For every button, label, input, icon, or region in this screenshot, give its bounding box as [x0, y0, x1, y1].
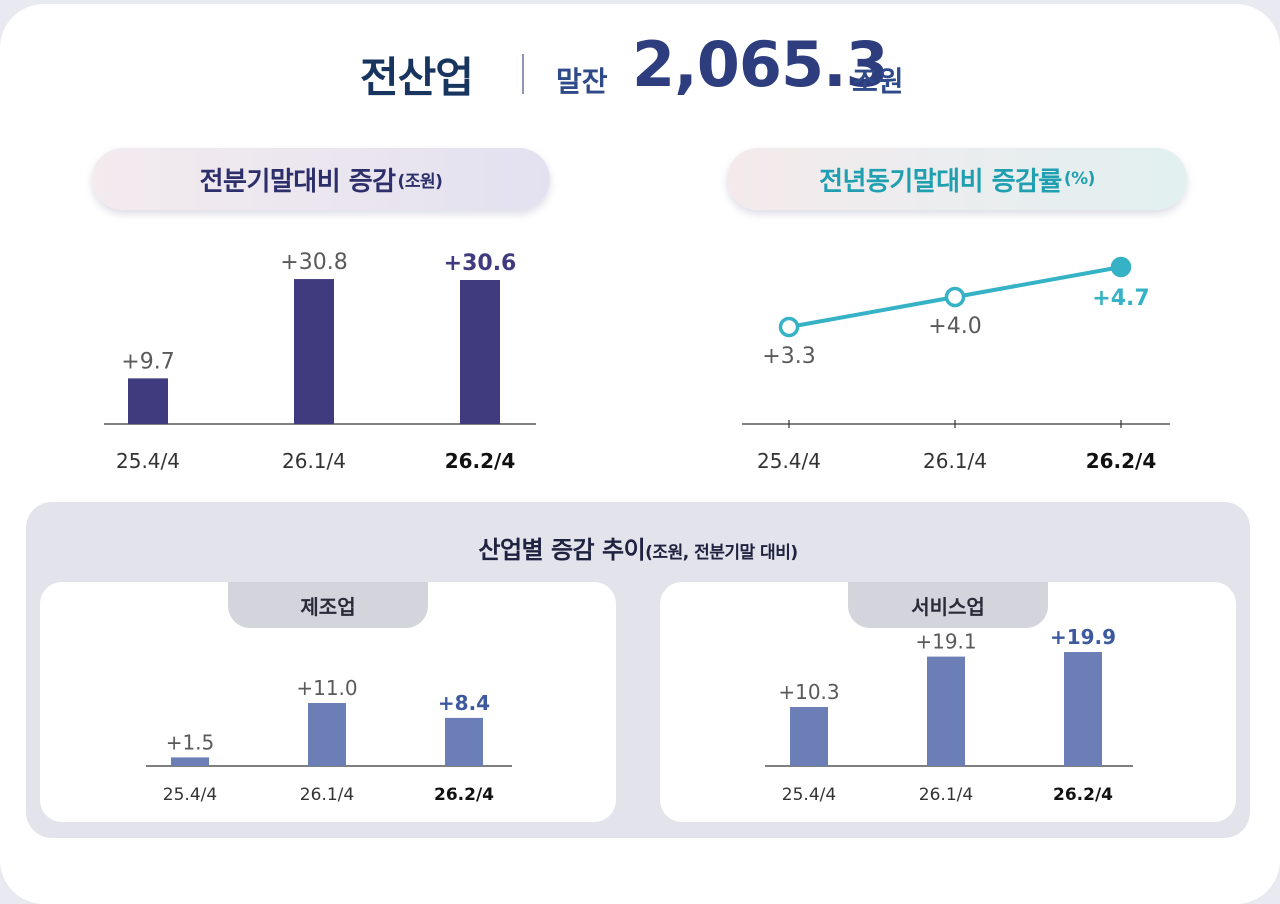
panel-title: 산업별 증감 추이 — [478, 536, 646, 564]
header: 전산업 말잔 2,065.3 조원 — [0, 28, 1280, 110]
left-chart-title: 전분기말대비 증감 — [199, 166, 396, 197]
industry-panel: 산업별 증감 추이(조원, 전분기말 대비) 제조업 서비스업 — [26, 502, 1250, 838]
right-chart-title: 전년동기말대비 증감률 — [819, 166, 1062, 197]
panel-title-row: 산업별 증감 추이(조원, 전분기말 대비) — [26, 530, 1250, 565]
left-chart-unit: (조원) — [397, 171, 443, 192]
right-chart-unit: (%) — [1063, 169, 1096, 189]
manufacturing-card: 제조업 — [40, 582, 616, 822]
manufacturing-tab: 제조업 — [228, 582, 428, 628]
header-divider — [522, 54, 524, 94]
right-chart-title-pill: 전년동기말대비 증감률 (%) — [727, 148, 1187, 210]
header-unit: 조원 — [852, 65, 904, 98]
services-tab: 서비스업 — [848, 582, 1048, 628]
left-chart-title-pill: 전분기말대비 증감 (조원) — [92, 148, 550, 210]
header-value: 2,065.3 — [632, 28, 889, 101]
header-title: 전산업 — [360, 53, 474, 102]
header-label: 말잔 — [556, 65, 608, 98]
panel-unit: (조원, 전분기말 대비) — [645, 543, 798, 563]
services-card: 서비스업 — [660, 582, 1236, 822]
